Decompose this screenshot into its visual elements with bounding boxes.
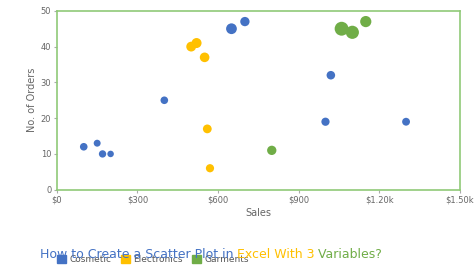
Point	[193, 41, 201, 45]
Point	[268, 148, 275, 153]
Y-axis label: No. of Orders: No. of Orders	[27, 68, 36, 133]
Point	[402, 120, 410, 124]
Point	[203, 127, 211, 131]
Text: Excel With 3: Excel With 3	[237, 248, 315, 261]
Point	[93, 141, 101, 145]
Point	[187, 44, 195, 49]
Text: How to Create a Scatter Plot in: How to Create a Scatter Plot in	[39, 248, 237, 261]
Point	[161, 98, 168, 102]
Point	[99, 152, 106, 156]
Point	[107, 152, 114, 156]
Point	[80, 145, 88, 149]
Text: Variables?: Variables?	[315, 248, 383, 261]
Point	[206, 166, 214, 170]
Point	[348, 30, 356, 34]
Point	[362, 20, 370, 24]
Point	[241, 20, 249, 24]
Point	[201, 55, 209, 60]
Point	[327, 73, 335, 78]
Point	[338, 27, 346, 31]
Point	[228, 27, 235, 31]
Legend: Cosmetic, Electronics, Garments: Cosmetic, Electronics, Garments	[54, 251, 253, 268]
Point	[322, 120, 329, 124]
X-axis label: Sales: Sales	[246, 208, 271, 218]
